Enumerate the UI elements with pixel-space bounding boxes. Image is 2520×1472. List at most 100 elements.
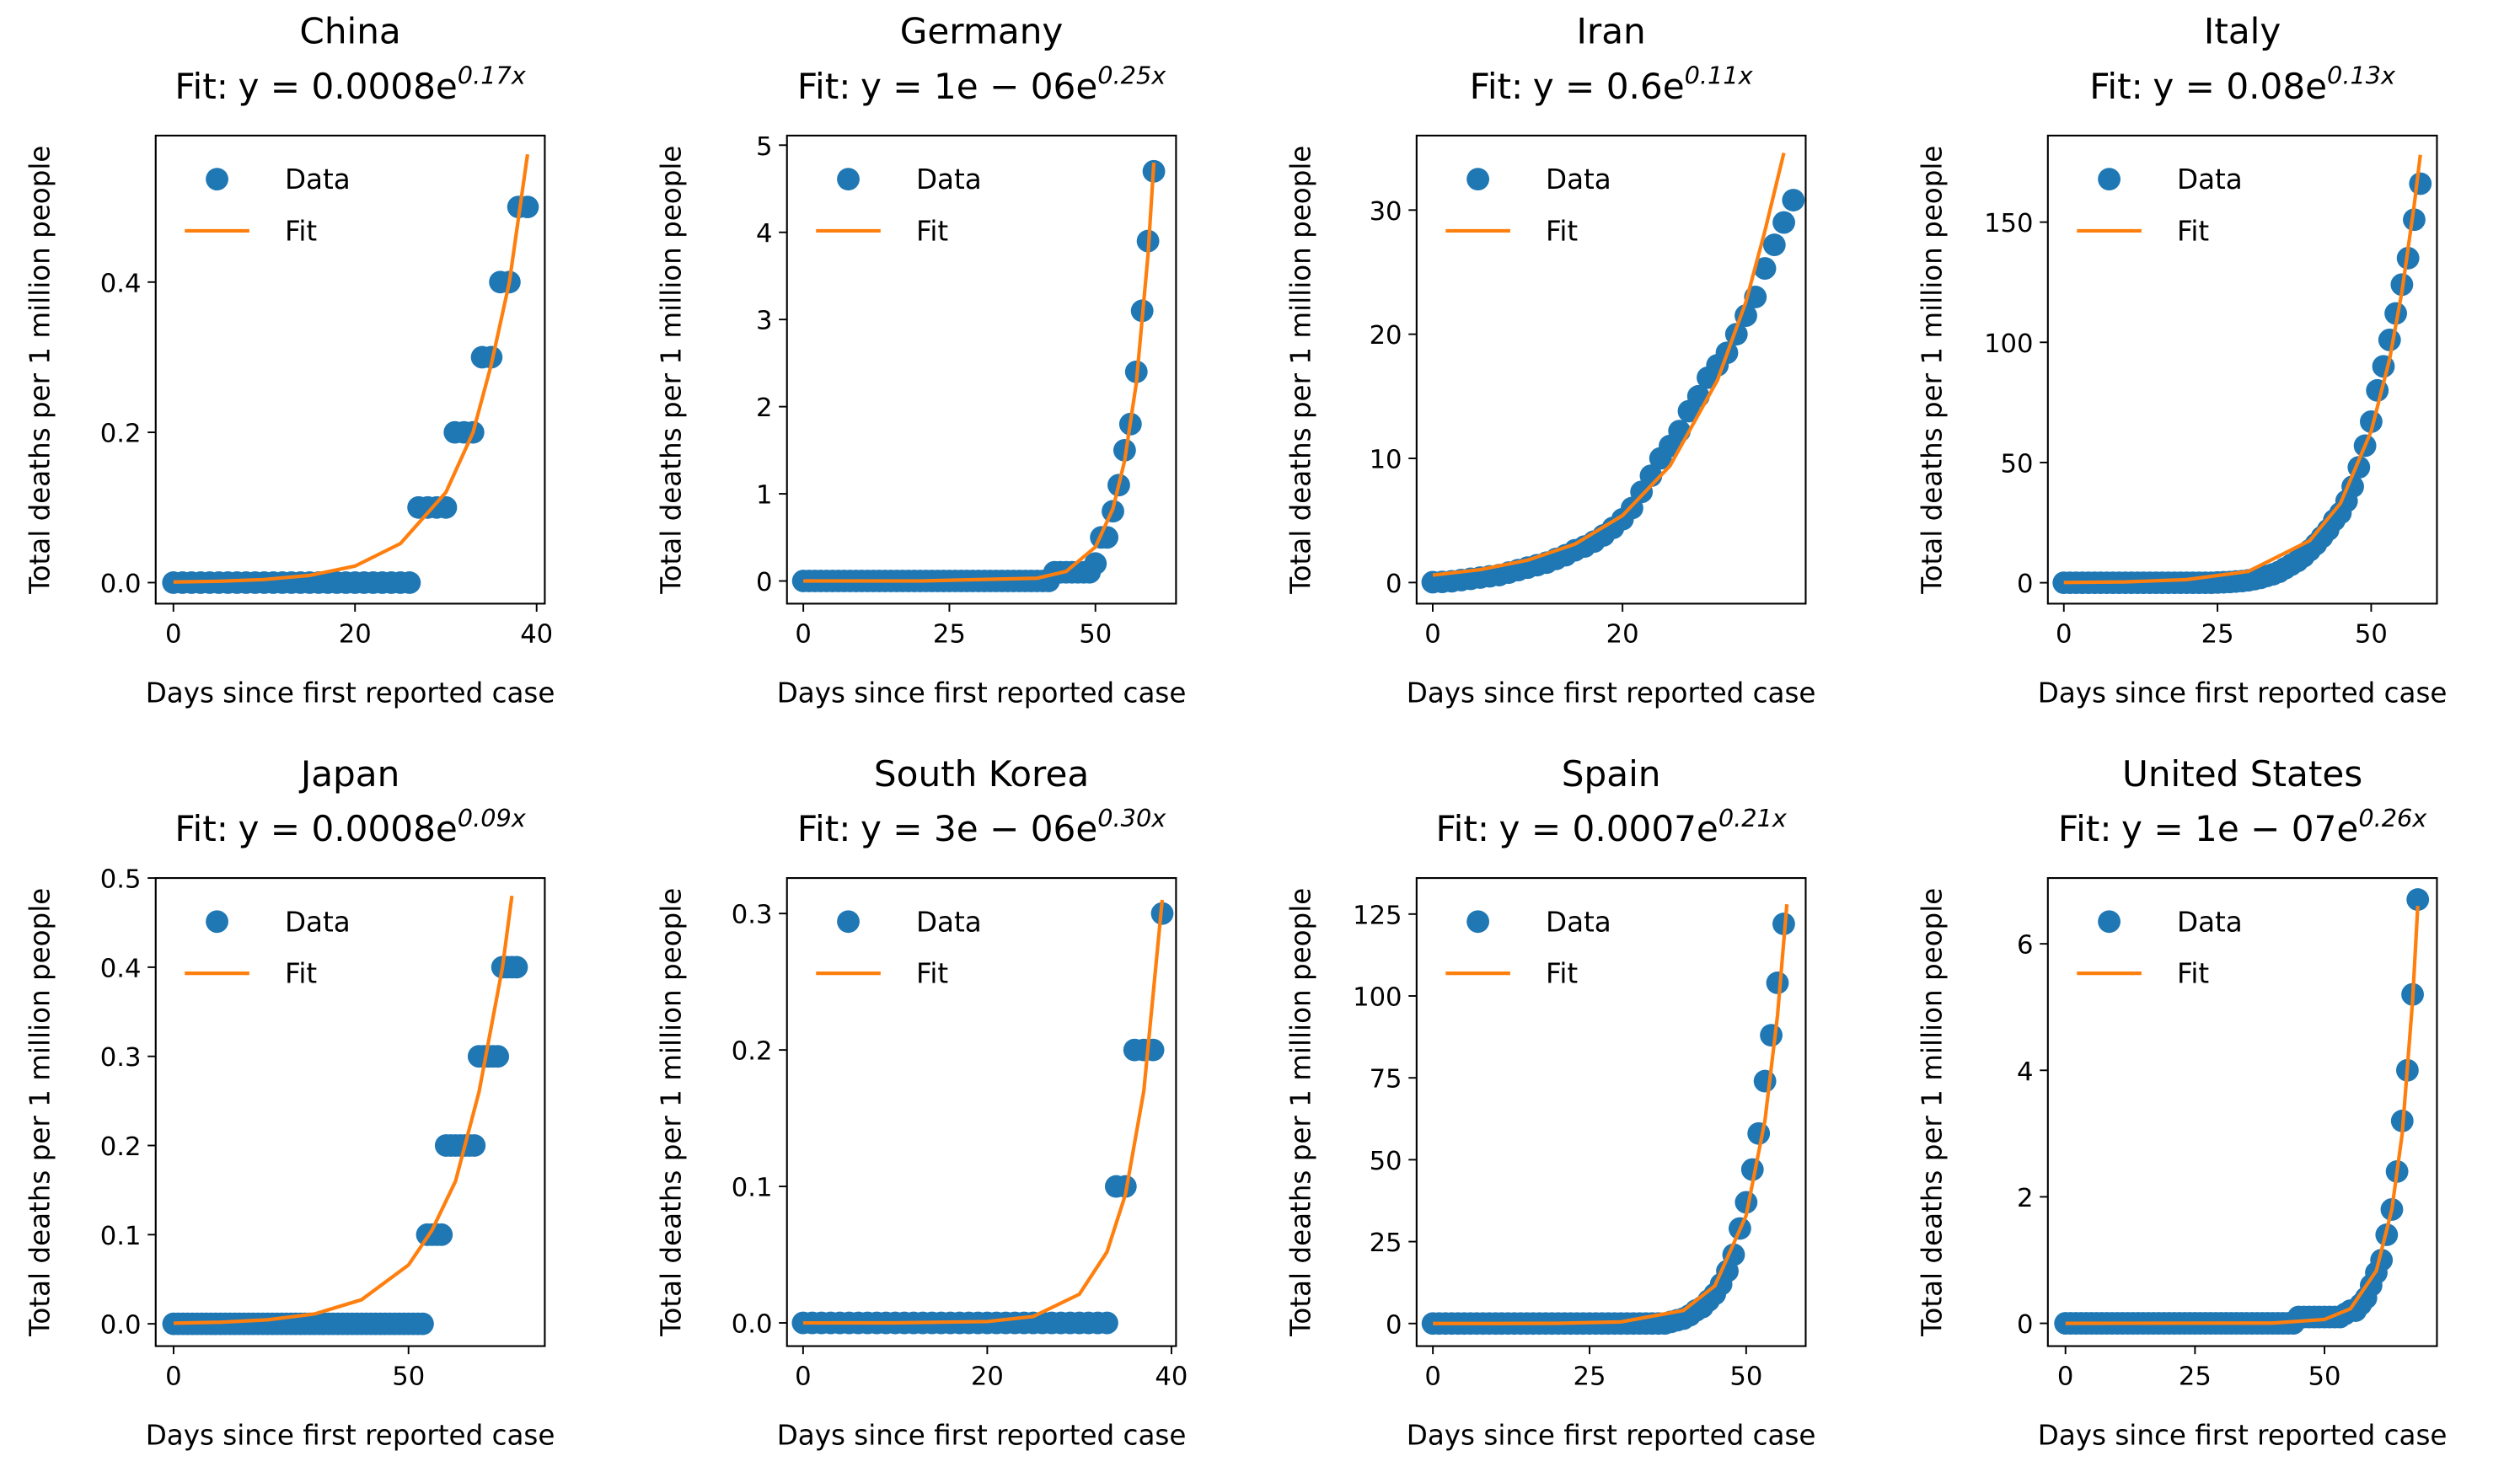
fit-prefix: Fit: (174, 66, 228, 107)
y-tick-label: 0.1 (100, 1222, 142, 1251)
fit-formula: y = 0.0008e (238, 808, 457, 849)
fit-line (2065, 905, 2420, 1325)
y-tick-label: 30 (1370, 197, 1402, 227)
fit-line (1432, 153, 1786, 577)
data-point (1762, 233, 1786, 256)
y-tick-label: 50 (1370, 1147, 1402, 1176)
y-axis-label: Total deaths per 1 million people (655, 888, 687, 1337)
y-tick-label: 25 (1370, 1228, 1402, 1258)
x-tick-label: 0 (165, 1362, 182, 1392)
y-tick-label: 2 (2017, 1184, 2034, 1213)
fit-line (173, 153, 530, 584)
y-tick-label: 3 (756, 307, 773, 336)
fit-line (2063, 154, 2422, 585)
y-tick-label: 75 (1370, 1065, 1402, 1095)
data-point (434, 495, 458, 519)
x-tick-label: 50 (2355, 619, 2388, 649)
x-tick-label: 20 (1606, 619, 1639, 649)
x-tick-label: 0 (2057, 1362, 2073, 1392)
legend-label: Data (1546, 906, 1611, 938)
axes-frame (154, 877, 546, 1347)
legend-marker (837, 168, 860, 191)
axes-frame (154, 134, 546, 605)
fit-line (803, 162, 1156, 583)
y-tick-label: 0 (1386, 1310, 1402, 1340)
data-point (411, 1312, 434, 1336)
chart-title: China (299, 11, 400, 52)
legend-label: Fit (285, 215, 317, 247)
fit-prefix: Fit: (1470, 66, 1524, 107)
y-tick-label: 0.2 (732, 1037, 773, 1067)
data-point (1760, 1024, 1783, 1047)
chart-title: Japan (298, 753, 400, 795)
y-tick-label: 4 (756, 219, 773, 249)
x-tick-label: 40 (520, 619, 553, 649)
legend-label: Data (2177, 906, 2243, 938)
y-tick-label: 0.1 (732, 1174, 773, 1203)
x-tick-label: 0 (1424, 1362, 1441, 1392)
y-axis-label: Total deaths per 1 million people (1916, 888, 1948, 1337)
y-tick-label: 0.5 (100, 865, 142, 895)
legend-marker (2098, 910, 2121, 934)
fit-prefix: Fit: (1435, 808, 1489, 849)
fit-line (1433, 904, 1789, 1325)
fit-prefix: Fit: (174, 808, 228, 849)
legend-label: Fit (2177, 958, 2209, 990)
y-tick-label: 20 (1370, 321, 1402, 351)
axes-frame (2046, 134, 2438, 605)
legend-label: Fit (916, 958, 948, 990)
legend-marker (206, 910, 228, 934)
data-point (2378, 329, 2401, 351)
x-axis-label: Days since first reported case (2038, 1419, 2448, 1451)
x-tick-label: 0 (795, 1362, 812, 1392)
fit-formula: y = 0.6e (1533, 66, 1685, 107)
data-point (1766, 972, 1789, 994)
fit-equation: Fit: y = 0.0008e0.09x (174, 804, 526, 849)
x-axis-label: Days since first reported case (146, 677, 555, 709)
x-tick-label: 20 (339, 619, 372, 649)
y-tick-label: 0 (756, 568, 773, 597)
fit-equation: Fit: y = 0.6e0.11x (1470, 62, 1754, 107)
data-point (2409, 172, 2432, 195)
fit-equation: Fit: y = 1e − 07e0.26x (2058, 804, 2427, 849)
x-tick-label: 40 (1155, 1362, 1188, 1392)
y-tick-label: 5 (756, 132, 773, 162)
fit-formula: y = 0.08e (2153, 66, 2327, 107)
fit-equation: Fit: y = 0.0008e0.17x (174, 62, 526, 107)
legend-marker (2098, 168, 2121, 191)
legend-label: Data (1546, 163, 1611, 195)
fit-equation: Fit: y = 0.08e0.13x (2089, 62, 2396, 107)
legend-label: Fit (916, 215, 948, 247)
data-point (1772, 211, 1795, 234)
fit-exponent: 0.13x (2327, 62, 2396, 90)
chart-title: United States (2122, 753, 2362, 795)
legend-marker (1466, 910, 1490, 934)
axes-frame (2046, 877, 2438, 1347)
y-axis-label: Total deaths per 1 million people (655, 146, 687, 595)
legend-label: Data (285, 163, 351, 195)
fit-formula: y = 1e − 06e (861, 66, 1097, 107)
x-tick-label: 0 (165, 619, 182, 649)
x-axis-label: Days since first reported case (146, 1419, 555, 1451)
y-axis-label: Total deaths per 1 million people (1284, 146, 1316, 595)
legend-label: Fit (2177, 215, 2209, 247)
y-tick-label: 10 (1370, 446, 1402, 475)
axes-frame (1415, 134, 1807, 605)
fit-exponent: 0.09x (458, 804, 527, 832)
legend-label: Data (285, 906, 351, 938)
y-tick-label: 0 (2017, 1310, 2034, 1340)
axes-frame (785, 877, 1177, 1347)
fit-prefix: Fit: (2089, 66, 2143, 107)
y-axis-label: Total deaths per 1 million people (24, 146, 56, 595)
fit-equation: Fit: y = 0.0007e0.21x (1435, 804, 1787, 849)
x-tick-label: 25 (1573, 1362, 1606, 1392)
y-tick-label: 0 (2017, 570, 2034, 599)
y-tick-label: 4 (2017, 1057, 2034, 1087)
x-tick-label: 20 (971, 1362, 1004, 1392)
data-point (1096, 1311, 1118, 1335)
y-tick-label: 0.4 (100, 269, 142, 298)
y-axis-label: Total deaths per 1 million people (1916, 146, 1948, 595)
chart-title: Iran (1577, 11, 1646, 52)
